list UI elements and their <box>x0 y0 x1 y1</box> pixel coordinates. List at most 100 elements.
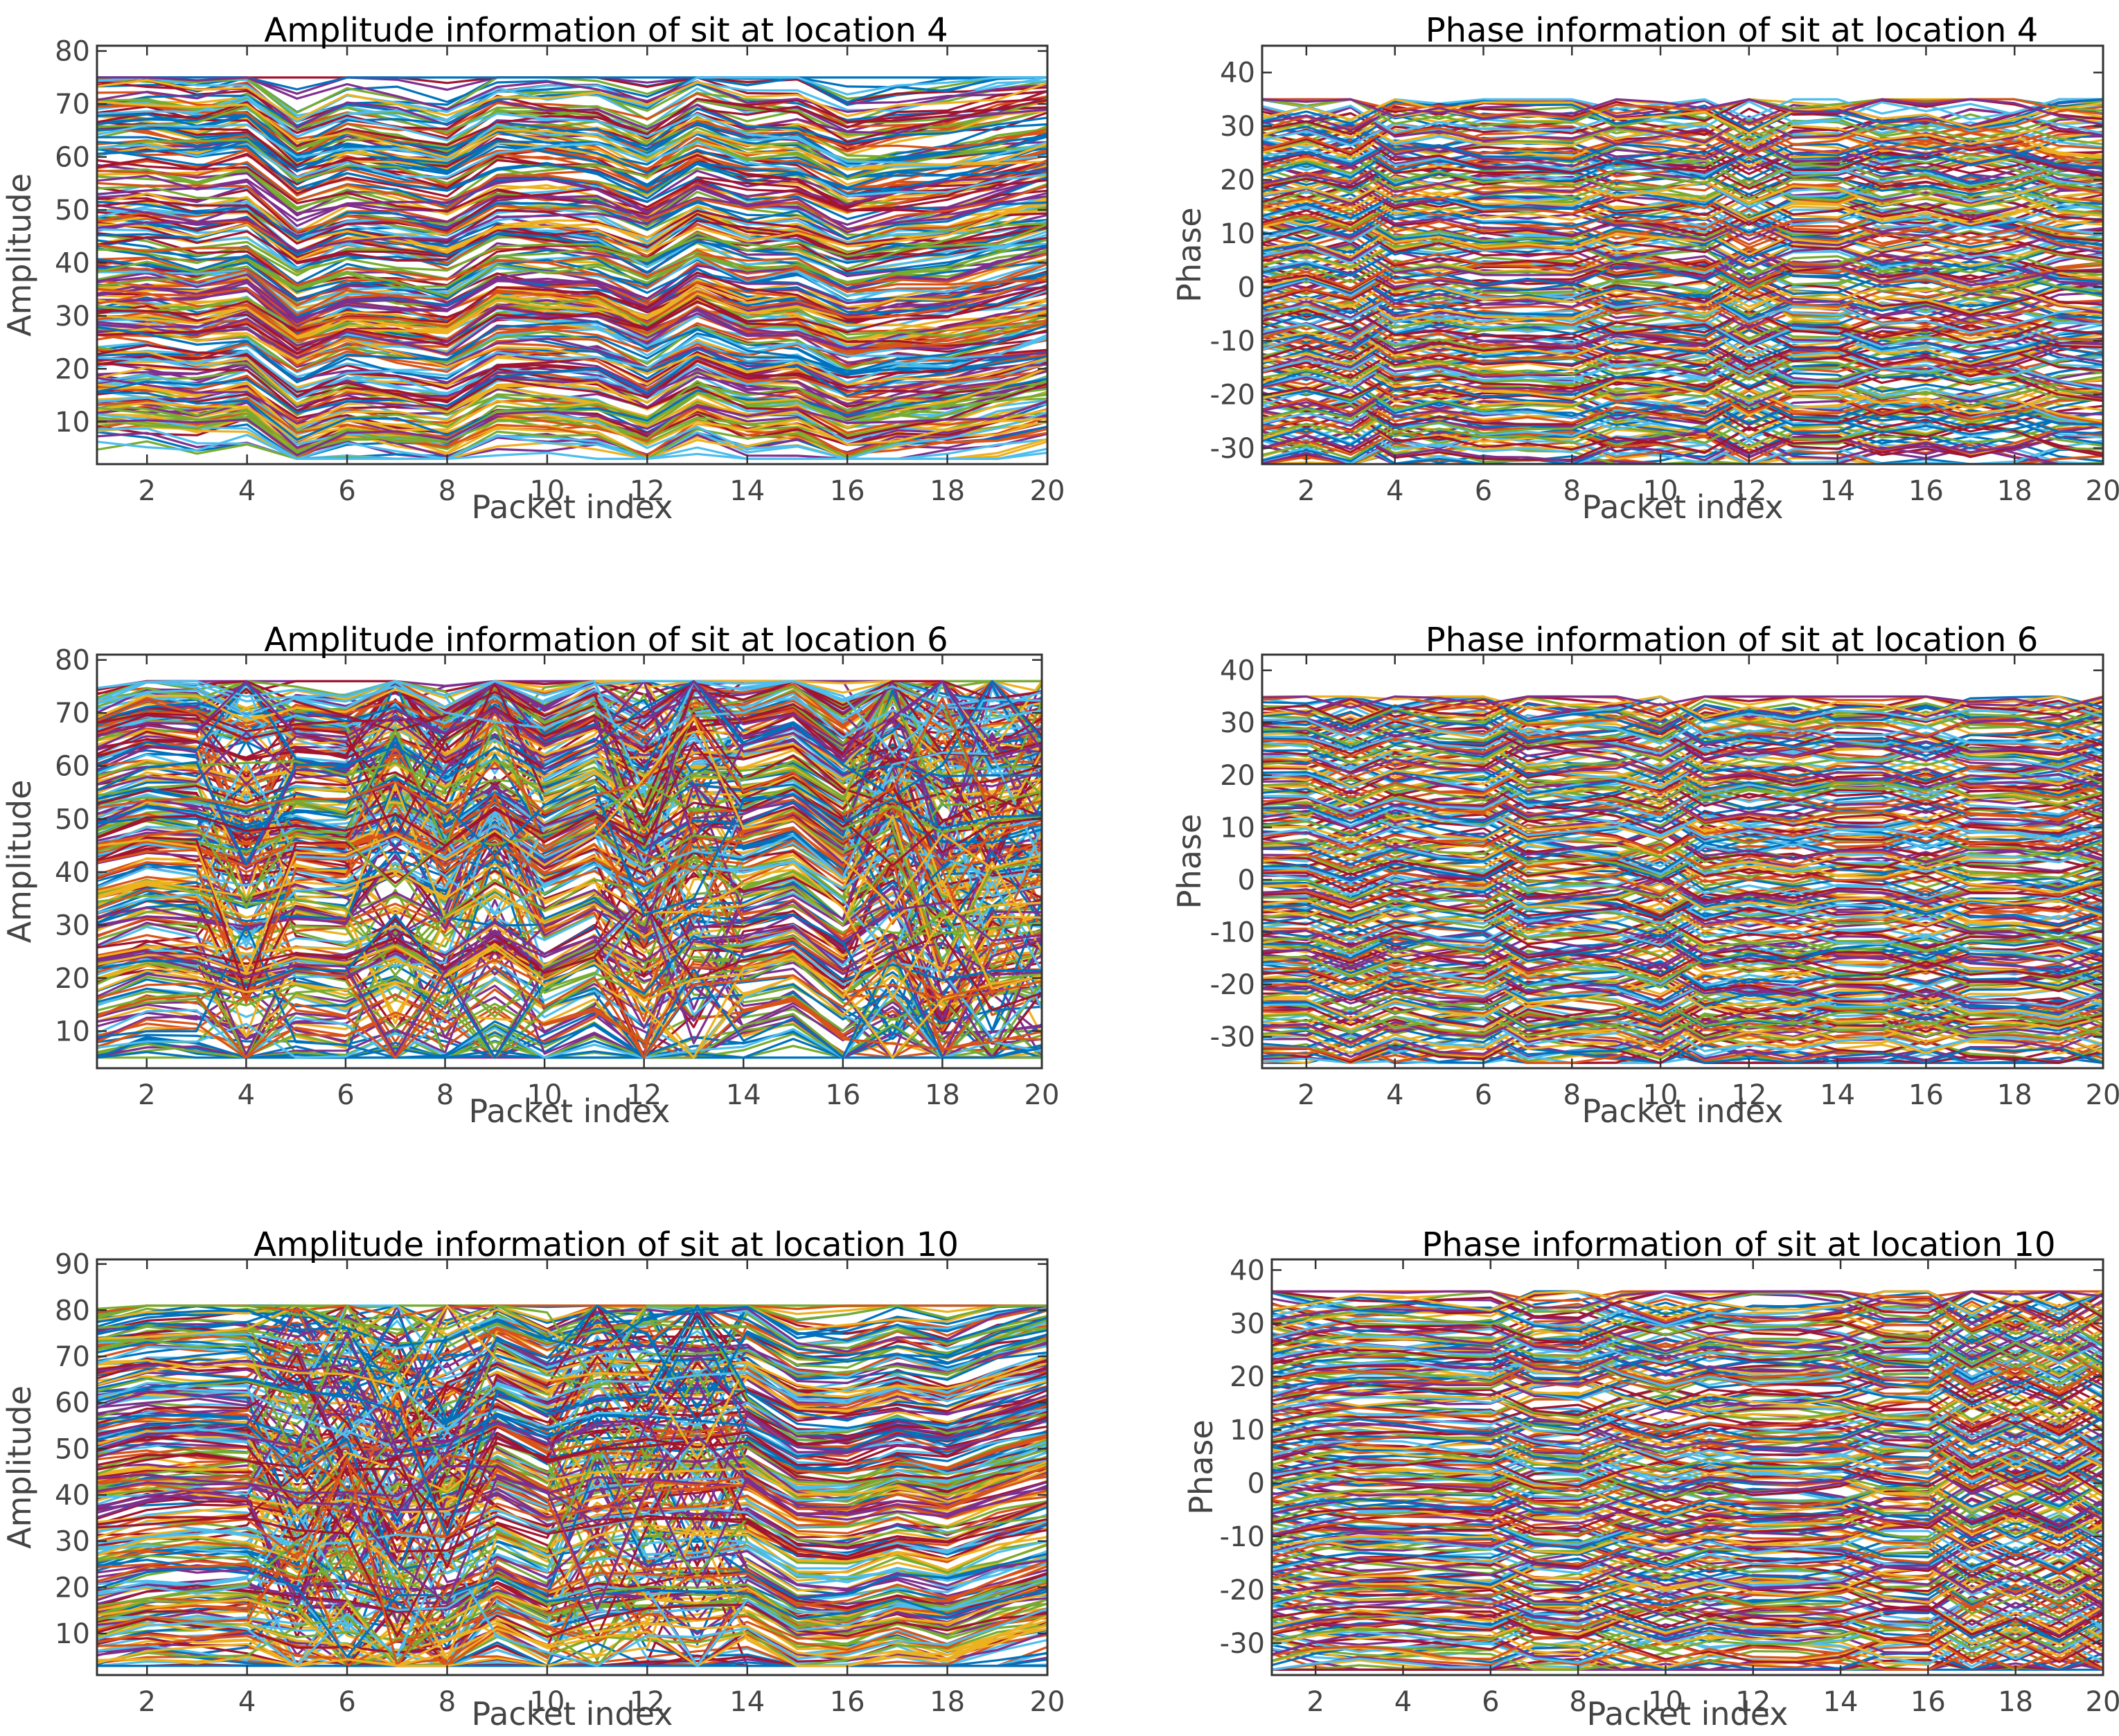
series-line <box>1262 747 2103 783</box>
series-line <box>1272 1483 2103 1518</box>
series-line <box>97 717 1042 975</box>
series-line <box>1272 1399 2103 1436</box>
series-line <box>1272 1348 2103 1390</box>
series-line <box>97 274 1047 330</box>
series-line <box>1262 911 2103 957</box>
series-line <box>97 380 1047 456</box>
series-line <box>1262 150 2103 191</box>
series-group <box>97 76 1047 461</box>
x-tick-label: 4 <box>238 1686 256 1718</box>
series-line <box>97 197 1047 254</box>
x-tick-label: 14 <box>1820 475 1855 507</box>
series-line <box>1262 336 2103 375</box>
x-tick-label: 12 <box>1731 475 1766 507</box>
series-line <box>97 95 1047 166</box>
series-line <box>97 804 1042 1004</box>
series-line <box>97 853 1042 1059</box>
series-line <box>1272 1356 2103 1392</box>
y-axis-label: Amplitude <box>1 173 38 337</box>
series-line <box>97 1304 1047 1440</box>
series-line <box>1272 1550 2103 1588</box>
series-line <box>97 941 1042 1056</box>
y-tick-label: 10 <box>1220 218 1255 250</box>
y-tick-label: 0 <box>1238 865 1255 896</box>
x-tick-label: 4 <box>1386 475 1403 507</box>
series-line <box>97 804 1042 978</box>
series-line <box>1272 1340 2103 1368</box>
series-line <box>97 1429 1047 1516</box>
series-line <box>97 991 1042 1059</box>
series-line <box>1262 245 2103 277</box>
series-line <box>1262 355 2103 399</box>
x-tick-label: 2 <box>138 1686 155 1718</box>
series-line <box>1272 1336 2103 1375</box>
series-line <box>97 1355 1047 1517</box>
series-line <box>97 306 1047 374</box>
y-tick-label: 70 <box>55 89 90 121</box>
y-tick-label: 10 <box>55 407 90 439</box>
series-line <box>97 1603 1047 1654</box>
y-tick-label: 10 <box>55 1016 90 1047</box>
x-tick-label: 14 <box>1820 1079 1855 1111</box>
x-tick-label: 6 <box>1482 1686 1499 1718</box>
series-line <box>97 781 1042 901</box>
x-tick-label: 14 <box>1823 1686 1859 1718</box>
series-line <box>1272 1604 2103 1634</box>
series-line <box>1262 106 2103 144</box>
series-line <box>97 900 1042 1056</box>
series-line <box>97 223 1047 291</box>
series-line <box>97 901 1042 1011</box>
x-axis-label: Packet index <box>469 1092 671 1130</box>
series-line <box>97 1514 1047 1638</box>
series-line <box>97 378 1047 441</box>
x-tick-label: 16 <box>830 475 865 507</box>
series-line <box>1262 991 2103 1029</box>
series-line <box>1272 1577 2103 1609</box>
x-axis-label: Packet index <box>472 1695 673 1733</box>
series-line <box>1262 974 2103 1006</box>
series-line <box>97 344 1047 440</box>
x-axis-label: Packet index <box>472 488 673 526</box>
x-tick-label: 16 <box>1910 1686 1946 1718</box>
series-line <box>97 924 1042 1059</box>
phase-plot-location-4: 2 4 6 8 10 12 14 16 18 20 -30 -20 -10 0 10 20 30 40 Phase … <box>1171 11 2119 526</box>
series-line <box>97 680 1042 866</box>
series-line <box>97 1304 1047 1496</box>
series-line <box>97 285 1047 355</box>
series-line <box>1262 429 2103 464</box>
series-line <box>1262 745 2103 779</box>
y-axis-label: Phase <box>1182 1419 1220 1514</box>
series-group <box>1262 695 2103 1065</box>
series-line <box>97 751 1042 879</box>
series-line <box>97 166 1047 223</box>
x-tick-label: 16 <box>1908 475 1944 507</box>
series-line <box>97 144 1047 197</box>
series-line <box>1262 106 2103 150</box>
series-line <box>97 958 1042 1059</box>
series-line <box>1262 734 2103 771</box>
series-line <box>1262 964 2103 1004</box>
series-line <box>1262 937 2103 971</box>
series-line <box>97 697 1042 816</box>
series-line <box>97 76 1047 91</box>
series-line <box>97 1304 1047 1460</box>
series-line <box>97 1460 1047 1560</box>
y-tick-label: 80 <box>55 645 90 677</box>
x-tick-label: 4 <box>238 475 256 507</box>
series-line <box>1262 984 2103 1026</box>
series-line <box>97 76 1047 136</box>
axes-frame <box>1270 1258 2104 1676</box>
series-line <box>1272 1376 2103 1406</box>
y-tick-label: 50 <box>55 1433 90 1465</box>
series-line <box>97 382 1047 434</box>
series-line <box>1272 1574 2103 1606</box>
series-line <box>97 200 1047 249</box>
series-line <box>97 1457 1047 1667</box>
x-tick-label: 8 <box>438 1686 456 1718</box>
series-line <box>97 1464 1047 1588</box>
series-line <box>1262 990 2103 1020</box>
x-tick-label: 6 <box>338 1686 355 1718</box>
y-tick-label: 40 <box>55 247 90 279</box>
y-tick-label: 40 <box>55 857 90 889</box>
y-tick-label: -30 <box>1210 1022 1255 1054</box>
